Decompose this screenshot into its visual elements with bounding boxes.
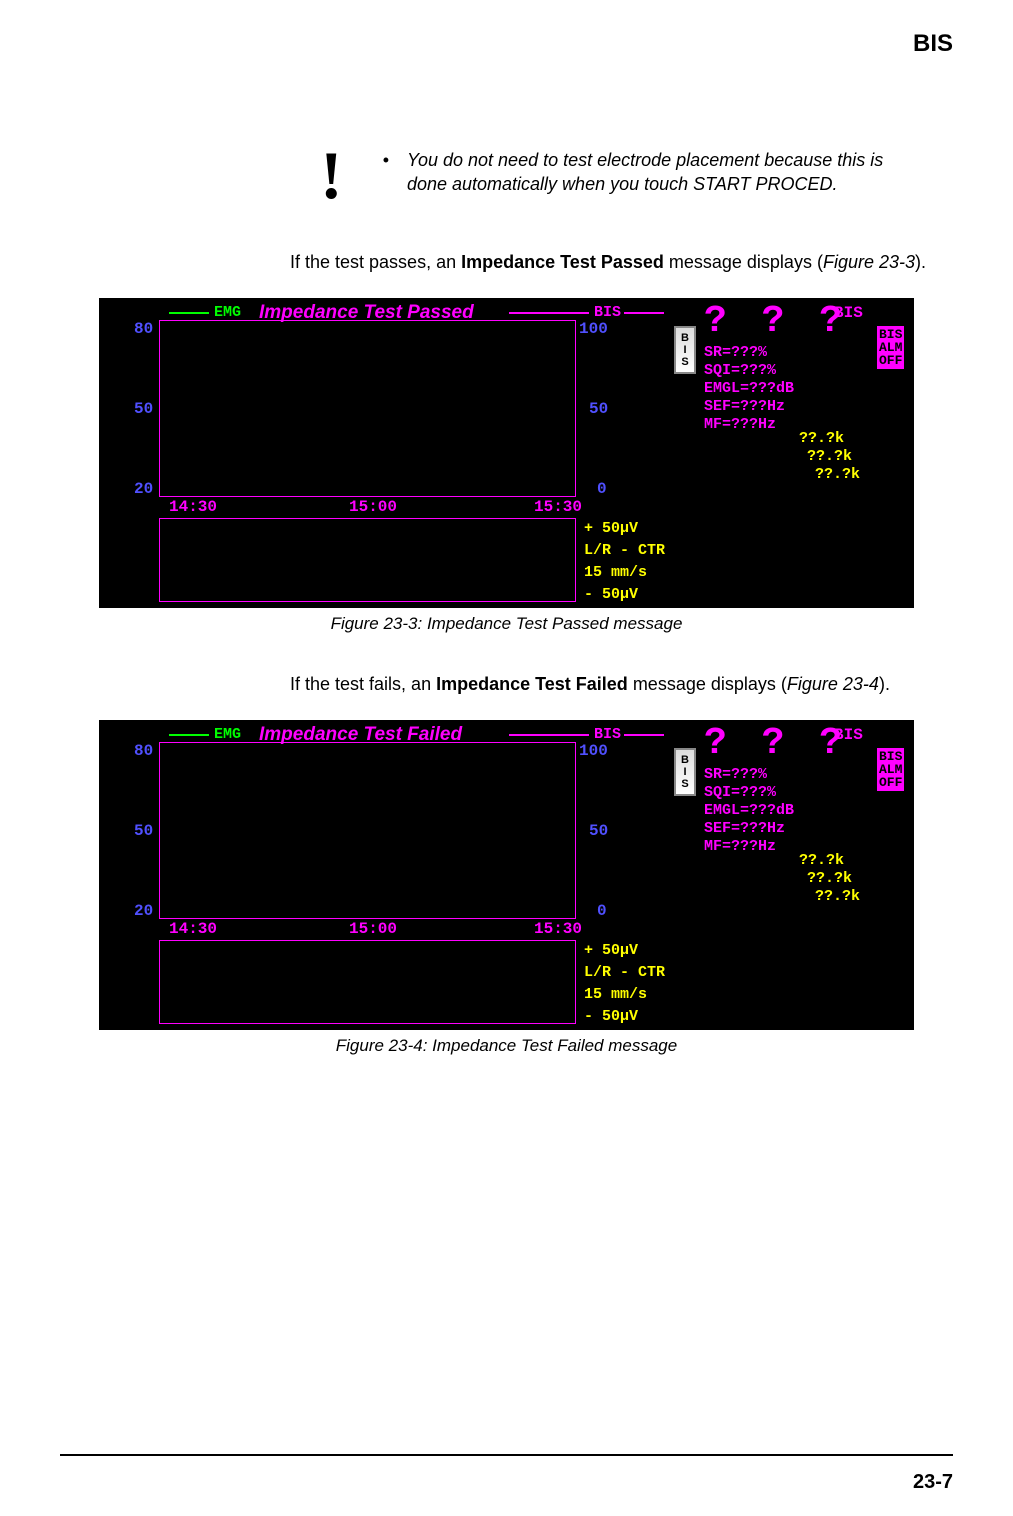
param-sr: SR=???%	[704, 766, 767, 783]
kval-1: ??.?k	[799, 852, 844, 869]
bis-value-unknown: ? ? ?	[704, 722, 848, 765]
section-header: BIS	[60, 30, 953, 58]
para2-ref: Figure 23-4	[787, 674, 879, 694]
kval-1: ??.?k	[799, 430, 844, 447]
y-right-100: 100	[579, 320, 608, 338]
figure-23-3: EMG Impedance Test Passed BIS 80 50 20 1…	[99, 298, 914, 608]
waveform-box	[159, 518, 576, 602]
bis-right-label: BIS	[834, 304, 863, 322]
emg-line-icon	[169, 312, 209, 314]
param-mf: MF=???Hz	[704, 838, 776, 855]
wave-spd: 15 mm/s	[584, 564, 647, 581]
monitor-screen-failed: EMG Impedance Test Failed BIS 80 50 20 1…	[99, 720, 914, 1030]
wave-lr: L/R - CTR	[584, 542, 665, 559]
y-right-0: 0	[597, 902, 607, 920]
page-number: 23-7	[913, 1471, 953, 1494]
para-passed: If the test passes, an Impedance Test Pa…	[290, 252, 953, 273]
param-mf: MF=???Hz	[704, 416, 776, 433]
time-1430: 14:30	[169, 920, 217, 938]
wave-top: + 50µV	[584, 520, 638, 537]
kval-2: ??.?k	[807, 870, 852, 887]
y-right-0: 0	[597, 480, 607, 498]
bis-value-unknown: ? ? ?	[704, 300, 848, 343]
emg-label: EMG	[214, 726, 241, 743]
note-text: • You do not need to test electrode plac…	[383, 148, 903, 197]
para2-close: ).	[879, 674, 890, 694]
wave-bot: - 50µV	[584, 586, 638, 603]
note-body: You do not need to test electrode placem…	[407, 148, 903, 197]
y-right-100: 100	[579, 742, 608, 760]
bis-header-label: BIS	[594, 726, 621, 743]
para1-bold: Impedance Test Passed	[461, 252, 664, 272]
bis-line-icon-2	[624, 734, 664, 736]
y-right-50: 50	[589, 822, 608, 840]
waveform-box	[159, 940, 576, 1024]
time-1530: 15:30	[534, 920, 582, 938]
para2-bold: Impedance Test Failed	[436, 674, 628, 694]
bis-alm-off-badge[interactable]: BIS ALM OFF	[877, 326, 904, 369]
time-1430: 14:30	[169, 498, 217, 516]
wave-bot: - 50µV	[584, 1008, 638, 1025]
caption-fig2: Figure 23-4: Impedance Test Failed messa…	[60, 1036, 953, 1056]
bis-line-icon	[509, 734, 589, 736]
para1-close: ).	[915, 252, 926, 272]
y-left-50: 50	[134, 400, 153, 418]
wave-top: + 50µV	[584, 942, 638, 959]
trend-plot	[159, 320, 576, 497]
para1-pre: If the test passes, an	[290, 252, 461, 272]
y-left-80: 80	[134, 320, 153, 338]
caption-fig1: Figure 23-3: Impedance Test Passed messa…	[60, 614, 953, 634]
wave-spd: 15 mm/s	[584, 986, 647, 1003]
time-1530: 15:30	[534, 498, 582, 516]
note-block: ! • You do not need to test electrode pl…	[320, 148, 953, 202]
y-left-80: 80	[134, 742, 153, 760]
wave-lr: L/R - CTR	[584, 964, 665, 981]
kval-3: ??.?k	[815, 888, 860, 905]
y-right-50: 50	[589, 400, 608, 418]
emg-label: EMG	[214, 304, 241, 321]
param-emgl: EMGL=???dB	[704, 380, 794, 397]
kval-3: ??.?k	[815, 466, 860, 483]
emg-line-icon	[169, 734, 209, 736]
param-sqi: SQI=???%	[704, 362, 776, 379]
para2-post: message displays (	[628, 674, 787, 694]
trend-plot	[159, 742, 576, 919]
footer-rule	[60, 1454, 953, 1456]
bis-right-label: BIS	[834, 726, 863, 744]
y-left-20: 20	[134, 902, 153, 920]
exclamation-icon: !	[320, 148, 343, 202]
param-sef: SEF=???Hz	[704, 398, 785, 415]
monitor-screen-passed: EMG Impedance Test Passed BIS 80 50 20 1…	[99, 298, 914, 608]
para1-post: message displays (	[664, 252, 823, 272]
bis-button[interactable]: B I S	[674, 326, 696, 374]
bis-line-icon-2	[624, 312, 664, 314]
bullet-icon: •	[383, 148, 389, 197]
time-1500: 15:00	[349, 498, 397, 516]
time-1500: 15:00	[349, 920, 397, 938]
y-left-20: 20	[134, 480, 153, 498]
bis-header-label: BIS	[594, 304, 621, 321]
kval-2: ??.?k	[807, 448, 852, 465]
bis-button[interactable]: B I S	[674, 748, 696, 796]
figure-23-4: EMG Impedance Test Failed BIS 80 50 20 1…	[99, 720, 914, 1030]
param-emgl: EMGL=???dB	[704, 802, 794, 819]
bis-line-icon	[509, 312, 589, 314]
param-sqi: SQI=???%	[704, 784, 776, 801]
para1-ref: Figure 23-3	[823, 252, 915, 272]
param-sef: SEF=???Hz	[704, 820, 785, 837]
para-failed: If the test fails, an Impedance Test Fai…	[290, 674, 953, 695]
y-left-50: 50	[134, 822, 153, 840]
para2-pre: If the test fails, an	[290, 674, 436, 694]
bis-alm-off-badge[interactable]: BIS ALM OFF	[877, 748, 904, 791]
param-sr: SR=???%	[704, 344, 767, 361]
